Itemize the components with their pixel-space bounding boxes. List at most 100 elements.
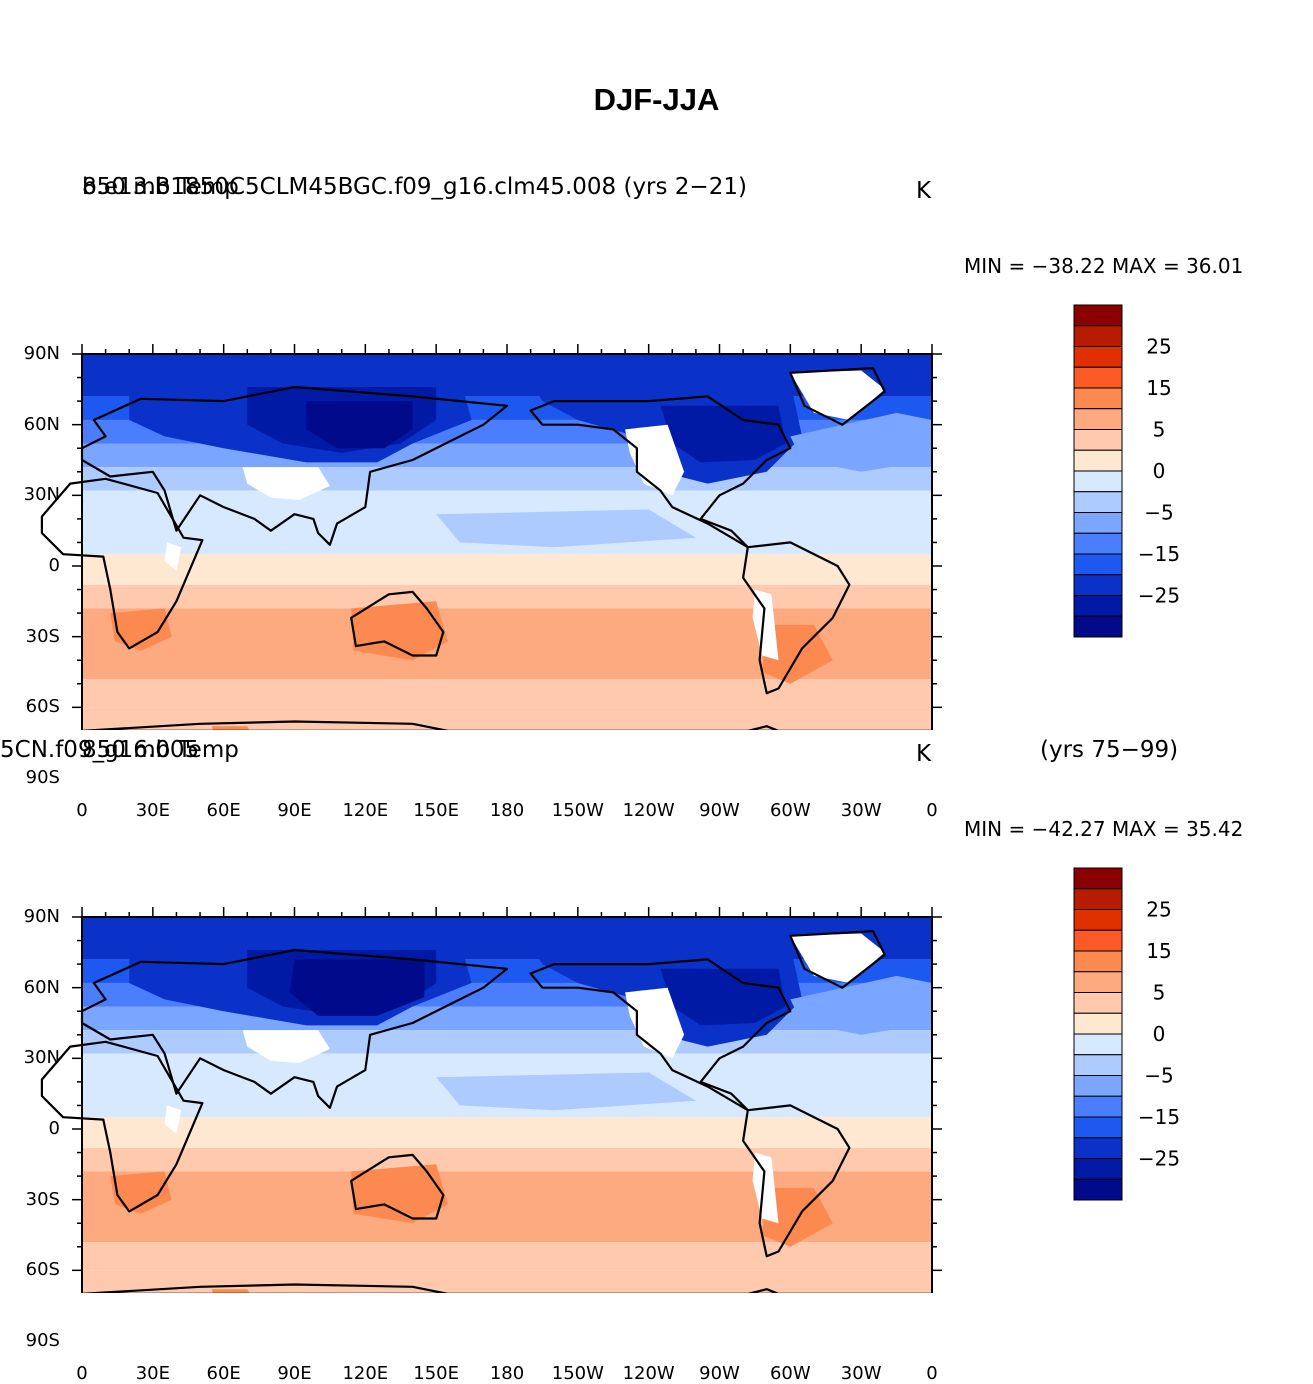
coastlines — [40, 930, 933, 1293]
max-label: MAX = 36.01 — [1111, 254, 1244, 278]
lon-tick-label: 150E — [413, 1363, 460, 1384]
map-plot — [40, 907, 942, 1293]
colorbar-swatch — [1073, 1158, 1123, 1180]
colorbar-swatch — [1073, 532, 1123, 555]
lat-tick-label: 0 — [48, 555, 60, 576]
colorbar-swatch — [1073, 449, 1123, 472]
lon-tick-label: 150W — [551, 800, 604, 821]
page-title: DJF-JJA — [593, 82, 720, 117]
lon-tick-label: 60E — [206, 1363, 241, 1384]
case-label: 5CN.f09_g16.005 — [0, 737, 200, 763]
panel-top: 850 mb Temp b.e13.B1850C5CLM45BGC.f09_g1… — [0, 170, 1313, 820]
lat-tick-label: 90S — [25, 767, 60, 788]
min-label: MIN = −42.27 — [964, 817, 1106, 841]
lon-tick-label: 30E — [135, 1363, 170, 1384]
lat-tick-label: 60N — [23, 413, 60, 435]
colorbar-swatch — [1073, 992, 1123, 1014]
lat-tick-label: 90N — [23, 906, 60, 927]
colorbar-swatch — [1073, 1033, 1123, 1056]
colorbar-swatch — [1073, 491, 1123, 513]
lat-tick-label: 60S — [25, 1259, 60, 1281]
lon-tick-label: 120E — [342, 800, 389, 821]
coastlines — [40, 367, 933, 730]
colorbar-swatch — [1073, 1054, 1123, 1076]
temperature-field — [82, 917, 932, 1293]
colorbar-swatch — [1073, 909, 1123, 931]
lon-tick-label: 90W — [699, 1363, 740, 1384]
lat-tick-label: 90S — [25, 1330, 60, 1351]
lon-tick-label: 120E — [342, 1363, 389, 1384]
lat-tick-label: 60S — [25, 696, 60, 718]
colorbar-label: −25 — [1138, 584, 1180, 608]
lon-tick-label: 150E — [413, 800, 460, 821]
colorbar-label: −15 — [1138, 542, 1180, 566]
case-label: b.e13.B1850C5CLM45BGC.f09_g16.clm45.008 … — [82, 174, 747, 200]
axis-ticks — [72, 907, 942, 1272]
colorbar-swatch — [1073, 867, 1123, 890]
colorbar-label: −25 — [1138, 1147, 1180, 1171]
colorbar-label: 15 — [1146, 939, 1171, 963]
years-label: (yrs 75−99) — [1040, 737, 1179, 763]
lon-tick-label: 60W — [769, 1363, 811, 1384]
lat-tick-label: 30S — [25, 625, 60, 647]
colorbar-swatch — [1073, 470, 1123, 493]
colorbar-swatch — [1073, 1137, 1123, 1159]
lon-tick-label: 30W — [840, 800, 882, 821]
colorbar-label: 25 — [1146, 898, 1171, 922]
colorbar-swatch — [1073, 346, 1123, 368]
colorbar: 25 15 5 0 −5 −15 −25 — [1073, 304, 1180, 638]
colorbar-swatch — [1073, 1095, 1123, 1118]
colorbar-swatch — [1073, 595, 1123, 617]
lon-tick-label: 0 — [76, 1363, 88, 1384]
lon-tick-label: 90E — [277, 1363, 312, 1384]
units-label: K — [916, 741, 932, 767]
colorbar-swatch — [1073, 325, 1123, 347]
map-plot — [40, 344, 942, 730]
lon-tick-label: 0 — [926, 800, 938, 821]
colorbar-label: 5 — [1153, 418, 1166, 442]
colorbar-swatch — [1073, 888, 1123, 910]
lon-tick-label: 90E — [277, 800, 312, 821]
variable-label: 850 mb Temp — [82, 737, 239, 763]
lon-tick-label: 30E — [135, 800, 170, 821]
colorbar-label: 15 — [1146, 376, 1171, 400]
lon-tick-label: 120W — [622, 800, 675, 821]
colorbar-label: 5 — [1153, 981, 1166, 1005]
lat-tick-label: 60N — [23, 976, 60, 998]
colorbar-label: −15 — [1138, 1105, 1180, 1129]
lon-tick-label: 180 — [489, 1363, 525, 1384]
lon-tick-label: 90W — [699, 800, 740, 821]
colorbar-label: 0 — [1153, 459, 1166, 483]
colorbar-swatch — [1073, 429, 1123, 451]
lon-tick-label: 30W — [840, 1363, 882, 1384]
colorbar: 25 15 5 0 −5 −15 −25 — [1073, 867, 1180, 1201]
lat-tick-label: 90N — [23, 343, 60, 364]
colorbar-label: 0 — [1153, 1022, 1166, 1046]
max-label: MAX = 35.42 — [1111, 817, 1244, 841]
colorbar-swatch — [1073, 1116, 1123, 1139]
colorbar-label: 25 — [1146, 335, 1171, 359]
minmax-label: MIN = −42.27 MAX = 35.42 — [964, 817, 1243, 841]
colorbar-swatch — [1073, 304, 1123, 327]
colorbar-swatch — [1073, 387, 1123, 410]
colorbar-swatch — [1073, 615, 1123, 638]
colorbar-swatch — [1073, 1075, 1123, 1097]
lat-tick-label: 30N — [23, 1047, 60, 1069]
axis-ticks — [72, 344, 942, 709]
minmax-label: MIN = −38.22 MAX = 36.01 — [964, 254, 1243, 278]
temperature-field — [82, 354, 932, 730]
colorbar-label: −5 — [1144, 501, 1173, 525]
panel-bottom: 850 mb Temp 5CN.f09_g16.005 K (yrs 75−99… — [0, 733, 1313, 1383]
colorbar-label: −5 — [1144, 1064, 1173, 1088]
colorbar-swatch — [1073, 408, 1123, 430]
colorbar-swatch — [1073, 1012, 1123, 1035]
lon-tick-label: 60W — [769, 800, 811, 821]
lon-tick-label: 120W — [622, 1363, 675, 1384]
colorbar-swatch — [1073, 950, 1123, 973]
lat-tick-label: 0 — [48, 1118, 60, 1139]
lon-tick-label: 0 — [926, 1363, 938, 1384]
colorbar-swatch — [1073, 929, 1123, 952]
lon-tick-label: 180 — [489, 800, 525, 821]
lon-tick-label: 0 — [76, 800, 88, 821]
colorbar-swatch — [1073, 971, 1123, 993]
